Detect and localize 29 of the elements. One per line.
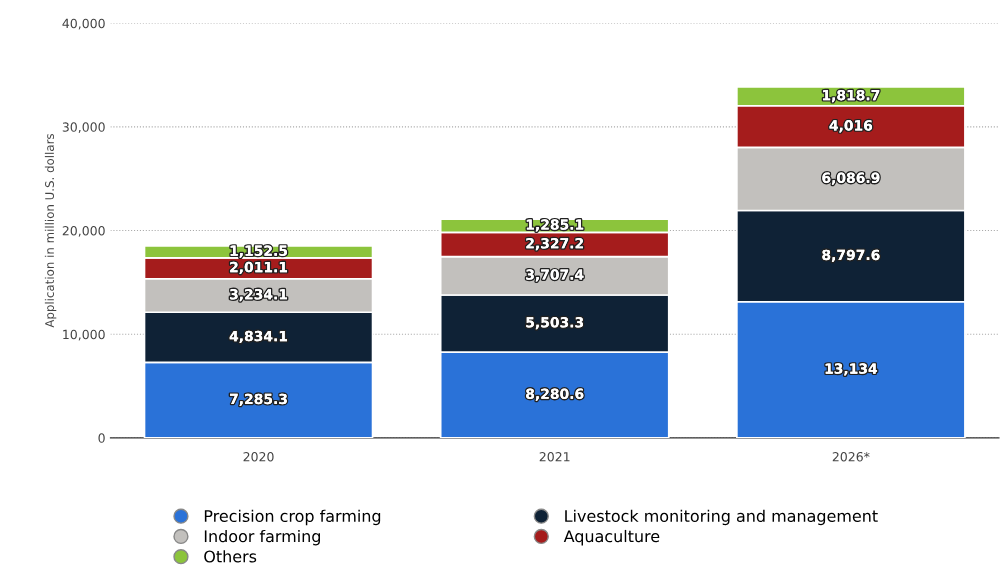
data-label: 3,234.1 bbox=[230, 289, 288, 302]
data-label: 4,016 bbox=[829, 120, 873, 133]
y-tick-label: 40,000 bbox=[62, 18, 105, 30]
y-tick-label: 20,000 bbox=[62, 226, 105, 237]
legend-label: Indoor farming bbox=[204, 529, 320, 546]
x-tick-label: 2026* bbox=[832, 452, 870, 462]
data-label: 1,285.1 bbox=[526, 219, 584, 232]
data-label: 4,834.1 bbox=[229, 330, 288, 344]
data-label: 7,285.3 bbox=[230, 393, 287, 406]
data-label: 6,086.9 bbox=[822, 172, 880, 185]
legend-label: Precision crop farming bbox=[204, 509, 381, 526]
y-tick-label: 30,000 bbox=[62, 122, 105, 134]
legend-label: Others bbox=[204, 550, 257, 563]
data-label: 2,011.1 bbox=[230, 261, 288, 275]
data-label: 1,152.5 bbox=[230, 245, 287, 258]
x-tick-label: 2020 bbox=[243, 452, 274, 462]
x-tick-label: 2021 bbox=[539, 452, 570, 462]
data-label: 5,503.3 bbox=[526, 317, 584, 330]
data-label: 1,818.7 bbox=[823, 89, 880, 103]
data-label: 8,280.6 bbox=[526, 388, 584, 401]
legend-label: Livestock monitoring and management bbox=[565, 509, 878, 526]
data-label: 2,327.2 bbox=[526, 238, 583, 251]
y-axis-title: Application in million U.S. dollars bbox=[44, 134, 57, 328]
legend-label: Aquaculture bbox=[563, 529, 660, 546]
data-label: 3,707.4 bbox=[526, 269, 584, 282]
y-tick-label: 0 bbox=[98, 433, 105, 443]
y-tick-label: 10,000 bbox=[63, 329, 105, 341]
data-label: 13,134 bbox=[825, 363, 878, 376]
data-label: 8,797.6 bbox=[822, 249, 880, 262]
